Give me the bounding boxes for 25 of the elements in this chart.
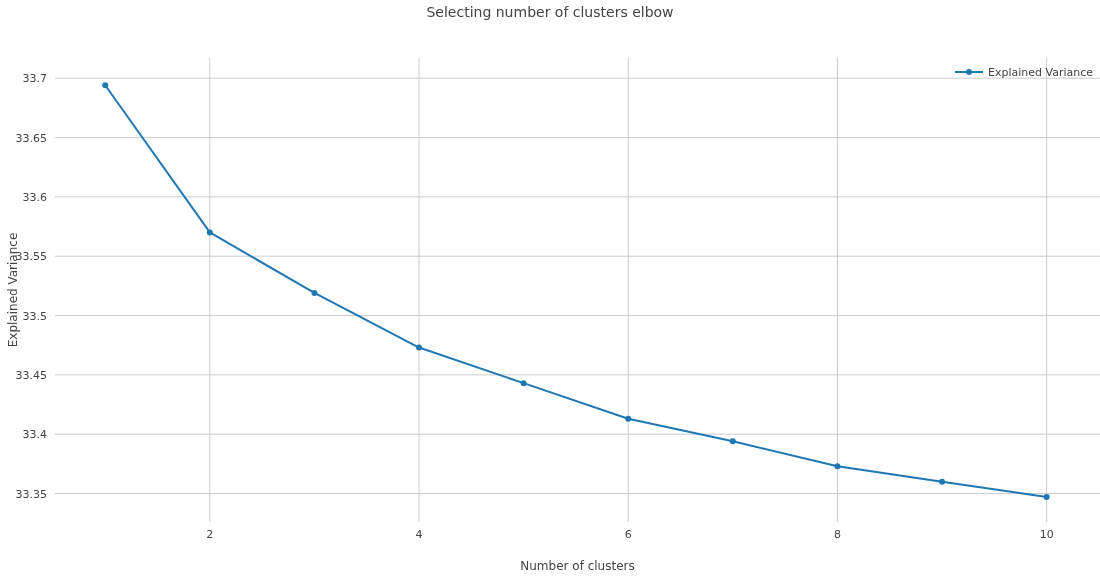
point <box>625 415 632 422</box>
x-tick-label: 10 <box>1039 528 1054 541</box>
legend-label: Explained Variance <box>988 66 1094 79</box>
y-tick-label: 33.7 <box>22 72 47 86</box>
y-tick-label: 33.6 <box>22 190 47 204</box>
point <box>206 229 213 236</box>
point <box>1043 494 1050 501</box>
x-tick-label: 2 <box>206 528 214 541</box>
chart-title: Selecting number of clusters elbow <box>426 4 674 20</box>
point <box>834 463 841 470</box>
point <box>416 344 423 351</box>
point <box>520 380 527 387</box>
x-axis-title: Number of clusters <box>520 559 635 573</box>
point <box>311 289 318 296</box>
point <box>102 82 109 89</box>
y-tick-label: 33.5 <box>22 309 47 323</box>
y-tick-label: 33.4 <box>22 428 47 442</box>
x-tick-label: 6 <box>624 528 632 541</box>
y-tick-label: 33.45 <box>15 368 47 382</box>
y-tick-label: 33.65 <box>15 131 47 145</box>
y-tick-label: 33.35 <box>15 487 47 501</box>
x-tick-label: 4 <box>415 528 423 541</box>
x-tick-label: 8 <box>833 528 841 541</box>
point <box>729 438 736 445</box>
point <box>939 478 946 485</box>
